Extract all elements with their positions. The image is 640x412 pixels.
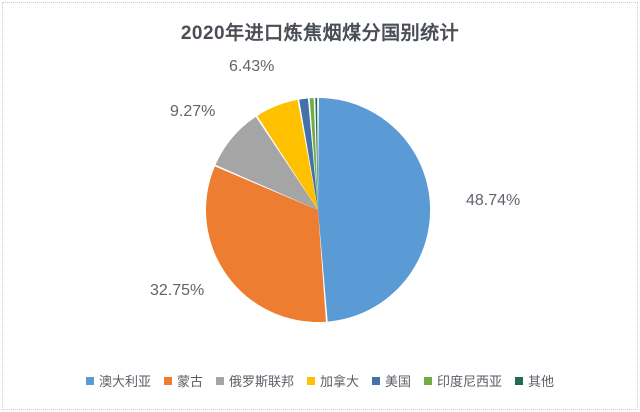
pie-slice [205,166,326,323]
legend-item[interactable]: 蒙古 [163,371,203,390]
pie-slice [257,99,318,210]
square-marker [306,376,315,385]
pie-slice [315,98,318,210]
square-marker [163,376,172,385]
square-marker [372,376,380,385]
legend-item[interactable]: 加拿大 [306,371,359,390]
legend-item[interactable]: 美国 [372,371,411,390]
pie-chart-svg [205,98,431,323]
square-marker [424,376,433,385]
legend-item[interactable]: 其他 [515,371,554,390]
legend-item-label: 蒙古 [176,374,203,389]
pie-slice [309,98,318,210]
legend-item[interactable]: 俄罗斯联邦 [215,371,294,390]
square-marker [515,376,524,385]
legend-item[interactable]: 澳大利亚 [85,371,151,390]
square-marker [85,376,94,385]
legend-item-label: 澳大利亚 [98,374,151,389]
legend-item-label: 美国 [385,374,412,389]
pie-slice-group [205,98,431,323]
pie-slice [318,98,431,322]
slice-label-canada: 6.43% [229,58,275,75]
chart-legend: 澳大利亚 蒙古 俄罗斯联邦 加拿大 美国 印度尼西亚 其他 [0,371,640,390]
legend-item-label: 印度尼西亚 [437,374,503,389]
slice-label-russia: 9.27% [170,103,216,120]
square-marker [215,376,224,385]
slice-label-australia: 48.74% [466,192,521,209]
slice-label-mongolia: 32.75% [150,282,205,299]
pie-chart: 48.74% 32.75% 9.27% 6.43% [150,58,521,323]
legend-item-label: 加拿大 [319,374,359,389]
legend-item-label: 俄罗斯联邦 [228,374,294,389]
legend-item[interactable]: 印度尼西亚 [424,371,502,390]
pie-slice [215,116,318,210]
pie-slice [299,98,318,210]
legend-item-label: 其他 [528,374,555,389]
page-title: 2020年进口炼焦烟煤分国别统计 [180,23,460,44]
